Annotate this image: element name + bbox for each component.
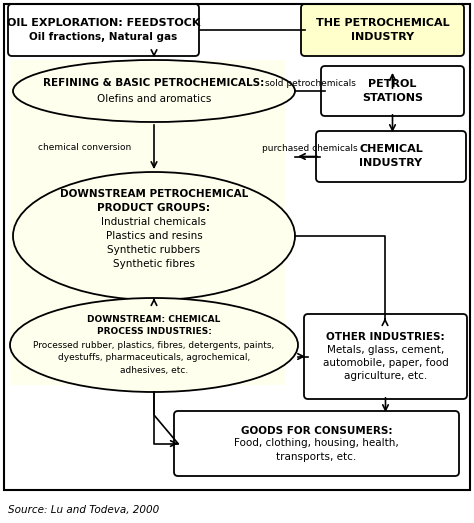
Text: GOODS FOR CONSUMERS:: GOODS FOR CONSUMERS: [241,426,392,436]
Text: agriculture, etc.: agriculture, etc. [344,371,427,381]
Text: THE PETROCHEMICAL: THE PETROCHEMICAL [316,18,449,28]
Text: Source: Lu and Todeva, 2000: Source: Lu and Todeva, 2000 [8,505,159,515]
Text: Food, clothing, housing, health,: Food, clothing, housing, health, [234,438,399,449]
Text: Industrial chemicals: Industrial chemicals [101,217,207,227]
Text: DOWNSTREAM: CHEMICAL: DOWNSTREAM: CHEMICAL [87,314,221,324]
FancyBboxPatch shape [316,131,466,182]
Text: CHEMICAL: CHEMICAL [359,144,423,154]
Text: chemical conversion: chemical conversion [38,142,132,152]
Text: INDUSTRY: INDUSTRY [359,158,422,168]
FancyBboxPatch shape [321,66,464,116]
Text: adhesives, etc.: adhesives, etc. [120,367,188,376]
Text: INDUSTRY: INDUSTRY [351,32,414,42]
Text: Olefins and aromatics: Olefins and aromatics [97,94,211,104]
Text: sold petrochemicals: sold petrochemicals [264,78,356,87]
Text: Processed rubber, plastics, fibres, detergents, paints,: Processed rubber, plastics, fibres, dete… [33,340,274,349]
Text: STATIONS: STATIONS [362,93,423,103]
FancyBboxPatch shape [301,4,464,56]
FancyBboxPatch shape [304,314,467,399]
FancyBboxPatch shape [8,4,199,56]
Text: PETROL: PETROL [368,79,417,89]
Ellipse shape [10,298,298,392]
Text: transports, etc.: transports, etc. [276,451,356,461]
Text: Metals, glass, cement,: Metals, glass, cement, [327,345,444,355]
FancyBboxPatch shape [10,60,285,385]
Text: DOWNSTREAM PETROCHEMICAL: DOWNSTREAM PETROCHEMICAL [60,189,248,199]
Text: Synthetic fibres: Synthetic fibres [113,259,195,269]
Ellipse shape [13,172,295,300]
Text: PROCESS INDUSTRIES:: PROCESS INDUSTRIES: [97,327,211,336]
Text: PRODUCT GROUPS:: PRODUCT GROUPS: [98,203,210,213]
Ellipse shape [13,60,295,122]
Text: REFINING & BASIC PETROCHEMICALS:: REFINING & BASIC PETROCHEMICALS: [44,78,264,88]
Text: Oil fractions, Natural gas: Oil fractions, Natural gas [29,32,178,42]
Text: purchased chemicals: purchased chemicals [262,144,358,153]
Text: OIL EXPLORATION: FEEDSTOCK: OIL EXPLORATION: FEEDSTOCK [7,18,200,28]
Text: dyestuffs, pharmaceuticals, agrochemical,: dyestuffs, pharmaceuticals, agrochemical… [58,354,250,362]
Text: automobile, paper, food: automobile, paper, food [323,358,448,368]
Text: Synthetic rubbers: Synthetic rubbers [108,245,201,255]
Text: OTHER INDUSTRIES:: OTHER INDUSTRIES: [326,332,445,342]
Text: Plastics and resins: Plastics and resins [106,231,202,241]
FancyBboxPatch shape [174,411,459,476]
